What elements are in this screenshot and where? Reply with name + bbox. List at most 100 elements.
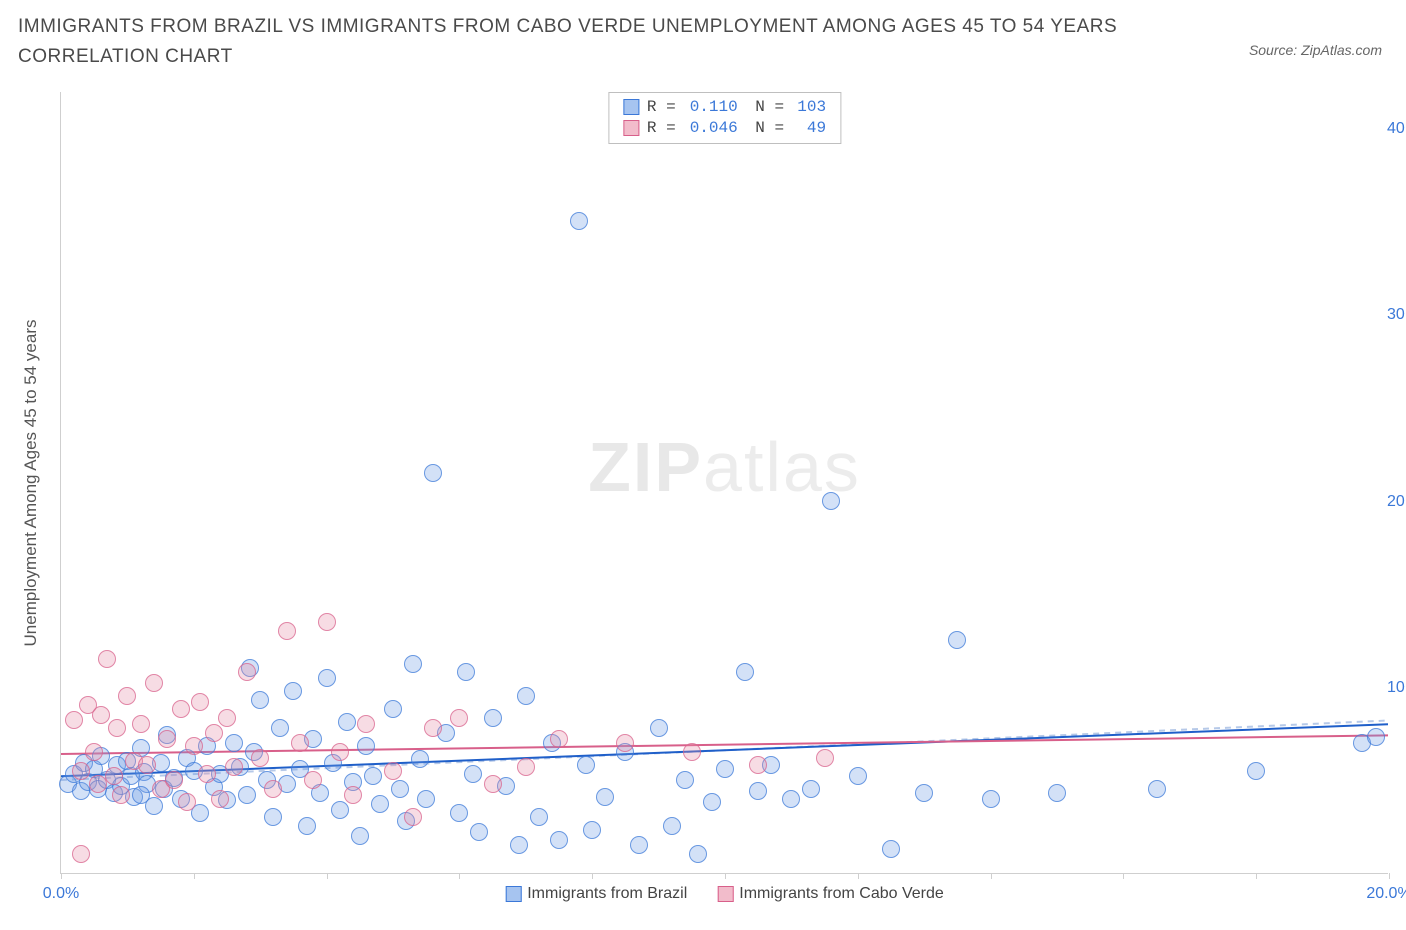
point-cabo-verde — [138, 756, 156, 774]
point-brazil — [1247, 762, 1265, 780]
point-brazil — [384, 700, 402, 718]
point-cabo-verde — [205, 724, 223, 742]
point-brazil — [464, 765, 482, 783]
legend-swatch-brazil — [505, 886, 521, 902]
point-cabo-verde — [357, 715, 375, 733]
point-brazil — [915, 784, 933, 802]
point-brazil — [596, 788, 614, 806]
stats-label-n: N = — [746, 118, 784, 139]
point-cabo-verde — [211, 790, 229, 808]
point-cabo-verde — [816, 749, 834, 767]
point-brazil — [371, 795, 389, 813]
point-cabo-verde — [72, 762, 90, 780]
point-cabo-verde — [225, 758, 243, 776]
chart-title: IMMIGRANTS FROM BRAZIL VS IMMIGRANTS FRO… — [18, 12, 1138, 73]
point-brazil — [1148, 780, 1166, 798]
x-tick — [991, 873, 992, 879]
point-cabo-verde — [384, 762, 402, 780]
x-tick — [858, 873, 859, 879]
point-cabo-verde — [108, 719, 126, 737]
point-cabo-verde — [65, 711, 83, 729]
point-cabo-verde — [318, 613, 336, 631]
point-cabo-verde — [484, 775, 502, 793]
point-brazil — [298, 817, 316, 835]
point-cabo-verde — [251, 749, 269, 767]
point-brazil — [318, 669, 336, 687]
series-legend: Immigrants from Brazil Immigrants from C… — [505, 885, 944, 903]
point-cabo-verde — [185, 737, 203, 755]
point-brazil — [676, 771, 694, 789]
point-brazil — [530, 808, 548, 826]
stats-r-brazil: 0.110 — [684, 97, 738, 118]
point-cabo-verde — [616, 734, 634, 752]
legend-item-cabo-verde: Immigrants from Cabo Verde — [717, 885, 944, 903]
watermark: ZIPatlas — [588, 427, 861, 507]
point-brazil — [338, 713, 356, 731]
point-brazil — [238, 786, 256, 804]
point-cabo-verde — [404, 808, 422, 826]
point-brazil — [251, 691, 269, 709]
y-tick-label: 30.0% — [1387, 306, 1406, 324]
chart-container: IMMIGRANTS FROM BRAZIL VS IMMIGRANTS FRO… — [0, 0, 1406, 930]
point-brazil — [716, 760, 734, 778]
point-brazil — [364, 767, 382, 785]
point-cabo-verde — [450, 709, 468, 727]
point-brazil — [457, 663, 475, 681]
point-brazil — [948, 631, 966, 649]
stats-label-r: R = — [647, 97, 676, 118]
point-brazil — [271, 719, 289, 737]
point-brazil — [749, 782, 767, 800]
point-cabo-verde — [85, 743, 103, 761]
point-brazil — [517, 687, 535, 705]
legend-label-brazil: Immigrants from Brazil — [527, 885, 687, 903]
point-brazil — [484, 709, 502, 727]
point-brazil — [577, 756, 595, 774]
y-tick-label: 10.0% — [1387, 679, 1406, 697]
point-brazil — [782, 790, 800, 808]
point-brazil — [450, 804, 468, 822]
point-cabo-verde — [92, 706, 110, 724]
stats-n-cabo-verde: 49 — [792, 118, 826, 139]
point-brazil — [550, 831, 568, 849]
point-brazil — [882, 840, 900, 858]
stats-label-r: R = — [647, 118, 676, 139]
point-cabo-verde — [344, 786, 362, 804]
point-brazil — [689, 845, 707, 863]
point-brazil — [351, 827, 369, 845]
point-cabo-verde — [191, 693, 209, 711]
point-cabo-verde — [72, 845, 90, 863]
point-cabo-verde — [145, 674, 163, 692]
x-tick — [194, 873, 195, 879]
point-brazil — [822, 492, 840, 510]
x-tick — [459, 873, 460, 879]
x-tick — [1389, 873, 1390, 879]
point-cabo-verde — [118, 687, 136, 705]
stats-n-brazil: 103 — [792, 97, 826, 118]
point-cabo-verde — [98, 650, 116, 668]
point-cabo-verde — [238, 663, 256, 681]
point-brazil — [284, 682, 302, 700]
x-tick — [725, 873, 726, 879]
point-brazil — [225, 734, 243, 752]
point-brazil — [470, 823, 488, 841]
point-cabo-verde — [89, 775, 107, 793]
point-cabo-verde — [165, 771, 183, 789]
point-brazil — [703, 793, 721, 811]
x-tick — [1123, 873, 1124, 879]
plot-area: Unemployment Among Ages 45 to 54 years Z… — [60, 92, 1388, 874]
swatch-cabo-verde — [623, 120, 639, 136]
point-brazil — [663, 817, 681, 835]
point-brazil — [264, 808, 282, 826]
stats-r-cabo-verde: 0.046 — [684, 118, 738, 139]
point-cabo-verde — [304, 771, 322, 789]
point-cabo-verde — [278, 622, 296, 640]
point-cabo-verde — [291, 734, 309, 752]
point-brazil — [417, 790, 435, 808]
y-axis-label: Unemployment Among Ages 45 to 54 years — [21, 319, 41, 646]
x-tick-label: 20.0% — [1366, 885, 1406, 903]
x-tick — [327, 873, 328, 879]
point-brazil — [650, 719, 668, 737]
point-brazil — [404, 655, 422, 673]
point-cabo-verde — [749, 756, 767, 774]
source-attribution: Source: ZipAtlas.com — [1249, 42, 1382, 58]
